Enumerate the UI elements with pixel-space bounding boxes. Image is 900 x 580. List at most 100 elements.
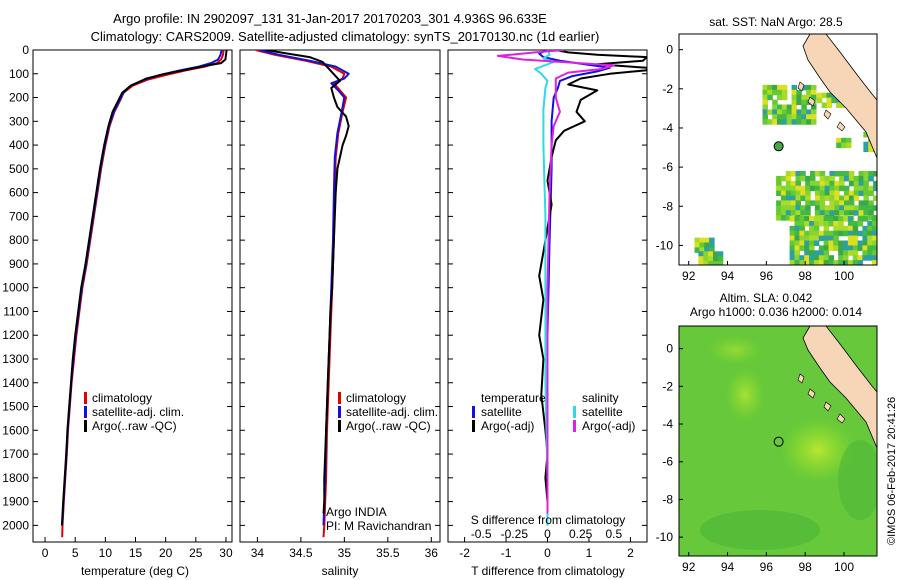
sst-cell (814, 185, 821, 192)
series-line-argo-adj- (496, 50, 615, 514)
sst-cell (867, 255, 873, 261)
sst-cell (780, 215, 787, 221)
legend-label-t-satellite: satellite (481, 405, 522, 419)
sst-cell (811, 114, 817, 120)
sst-cell (858, 185, 865, 192)
x-tick-label: 5 (72, 546, 79, 560)
y-tick-label: 1400 (2, 376, 29, 390)
sst-cell (833, 230, 839, 237)
series-line-satellite-adj-clim- (61, 50, 223, 526)
sst-cell (863, 185, 869, 192)
sst-cell (862, 250, 868, 256)
sla-low-southeast (838, 440, 877, 520)
sst-map-title: sat. SST: NaN Argo: 28.5 (709, 15, 843, 29)
sst-cell (823, 250, 830, 256)
sst-cell (772, 89, 778, 96)
legend-swatch-t-argo (472, 420, 475, 432)
sst-cell (833, 221, 839, 227)
sst-cell (796, 109, 802, 115)
map-y-tick-label: -2 (662, 82, 673, 96)
sst-cell (708, 256, 714, 262)
sst-cell (777, 104, 783, 110)
sst-cell (810, 200, 816, 206)
series-line-argo-raw-qc- (60, 50, 228, 526)
sst-cell (795, 185, 801, 192)
sst-cell (780, 195, 787, 201)
sst-cell (809, 230, 815, 237)
sst-cell (829, 195, 835, 201)
sst-cell (785, 200, 792, 206)
figure-title-line1: Argo profile: IN 2902097_131 31-Jan-2017… (113, 11, 547, 26)
y-tick-label: 1600 (2, 423, 29, 437)
y-tick-label: 900 (9, 257, 29, 271)
map-y-tick-label: -6 (662, 160, 673, 174)
map-x-tick-label: 92 (682, 560, 696, 574)
sst-cell (843, 250, 849, 256)
x-tick-label: 36 (425, 546, 439, 560)
sst-cell (834, 190, 840, 197)
sst-cell (844, 205, 850, 211)
sst-cell (776, 185, 782, 192)
y-tick-label: 0 (22, 43, 29, 57)
sst-cell (794, 250, 800, 256)
sst-cell (824, 175, 831, 182)
sst-cell (818, 235, 825, 242)
sst-cell (799, 255, 805, 261)
x-tick-label: -2 (459, 546, 470, 560)
x-tick-label: 10 (99, 546, 113, 560)
legend-swatch-satellite (338, 406, 341, 418)
sst-cell (786, 119, 793, 125)
sst-cell (816, 92, 823, 99)
y-tick-label: 100 (9, 67, 29, 81)
map-x-tick-label: 94 (721, 560, 735, 574)
sst-cell (831, 97, 837, 104)
sst-cell (818, 260, 825, 265)
sst-cell (844, 171, 850, 177)
sst-cell (804, 250, 810, 256)
sst-cell (828, 230, 834, 237)
mentawai-islands (797, 81, 846, 132)
sst-cell (873, 171, 877, 177)
sst-cell (848, 180, 855, 187)
map-x-tick-label: 92 (682, 269, 696, 283)
sst-cell (810, 175, 816, 182)
sst-cell (795, 175, 801, 182)
legend-swatch-climatology (338, 392, 341, 404)
sst-cell (819, 210, 826, 216)
sst-cell (847, 240, 854, 246)
x-tick-label: 35.5 (376, 546, 400, 560)
sst-cell (804, 221, 810, 227)
sst-cell (789, 216, 796, 222)
sst-cell (853, 185, 860, 192)
sst-cell (790, 180, 797, 187)
x-tick-label: 34.5 (289, 546, 313, 560)
legend-label-t-argo: Argo(-adj) (481, 419, 534, 433)
sst-cell (805, 190, 811, 197)
x-tick-label: 2 (627, 546, 634, 560)
series-line-satellite-adj-clim- (258, 50, 350, 526)
sst-cell (809, 250, 815, 256)
sst-cell (844, 200, 850, 206)
sst-cell (704, 237, 710, 244)
sst-cell (762, 84, 768, 91)
sst-cell (776, 215, 782, 221)
sst-cell (847, 260, 854, 265)
sst-cell (794, 240, 800, 246)
legend-swatch-satellite (84, 406, 87, 418)
sst-cell (848, 210, 855, 216)
sst-cell (785, 215, 792, 221)
sst-cell (800, 171, 806, 177)
sst-cell (781, 104, 788, 110)
sst-cell (867, 240, 873, 246)
sst-cell (821, 92, 828, 99)
sst-cell (767, 119, 773, 125)
sst-cell (762, 119, 768, 125)
legend-swatch-argo (84, 420, 87, 432)
sst-cell (776, 200, 782, 206)
salinity-legend: climatology satellite-adj. clim. Argo(..… (338, 391, 438, 433)
sst-cell (853, 205, 860, 211)
sst-cell (806, 119, 812, 125)
sst-cell (858, 200, 865, 206)
sst-cell (811, 104, 817, 110)
sst-cell (786, 104, 793, 110)
